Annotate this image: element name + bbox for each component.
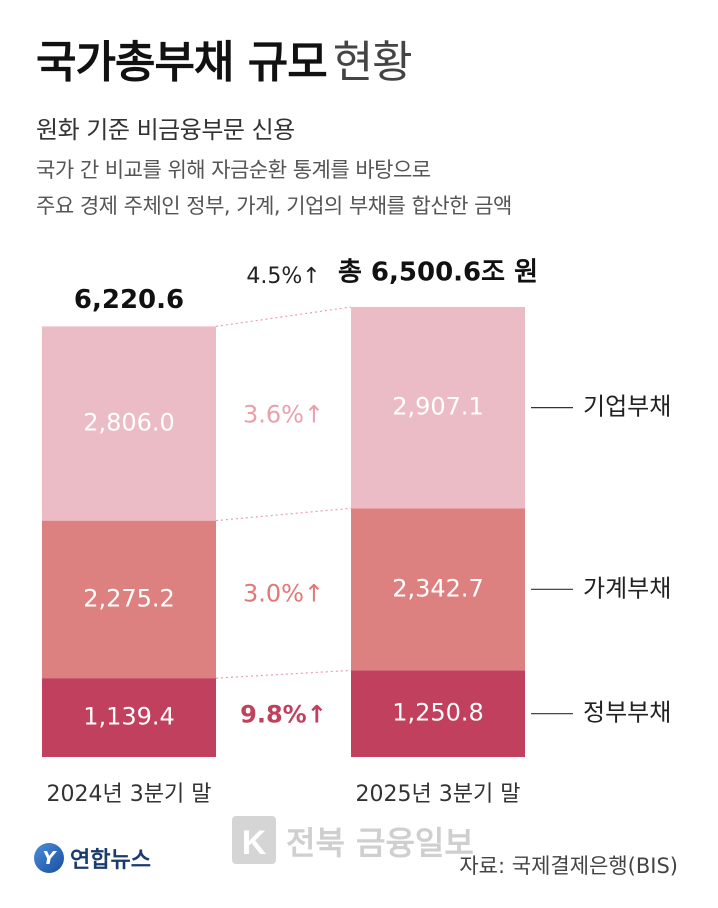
- yonhap-logo-icon: Y: [34, 843, 64, 873]
- svg-text:K: K: [242, 824, 267, 862]
- connector-line-2: [215, 306, 352, 327]
- yonhap-logo: Y 연합뉴스: [34, 842, 151, 874]
- chart-subtitle: 원화 기준 비금융부문 신용: [36, 116, 295, 144]
- chart-description: 국가 간 비교를 위해 자금순환 통계를 바탕으로 주요 경제 주체인 정부, …: [36, 152, 512, 224]
- total-label-1: 총 6,500.6조 원: [338, 258, 538, 288]
- total-change-label: 4.5%↑: [246, 264, 320, 289]
- source-note: 자료: 국제결제은행(BIS): [459, 854, 678, 878]
- change-label-1: 3.0%↑: [243, 579, 324, 607]
- bar-label-0-2: 2,806.0: [83, 409, 175, 437]
- chart-title: 국가총부채 규모 현황: [36, 26, 413, 90]
- legend-label-0: 정부부채: [583, 699, 671, 727]
- category-label-1: 2025년 3분기 말: [356, 782, 521, 807]
- bar-label-1-1: 2,342.7: [392, 574, 484, 602]
- bar-label-1-2: 2,907.1: [392, 393, 484, 421]
- change-label-2: 3.6%↑: [243, 401, 324, 429]
- connector-line-1: [215, 507, 352, 522]
- bar-1-가계부채: [351, 508, 525, 671]
- bar-0-기업부채: [42, 326, 216, 521]
- watermark-text: 전북 금융일보: [286, 824, 474, 862]
- bar-label-0-1: 2,275.2: [83, 584, 175, 612]
- legend-label-1: 가계부채: [583, 574, 671, 602]
- title-light: 현황: [332, 37, 413, 88]
- bar-1-정부부채: [351, 670, 525, 757]
- change-label-0: 9.8%↑: [240, 701, 327, 729]
- bar-0-가계부채: [42, 520, 216, 679]
- connector-line-0: [215, 669, 352, 679]
- total-label-0: 6,220.6: [74, 285, 184, 315]
- title-bold: 국가총부채 규모: [36, 37, 328, 88]
- logo-text: 연합뉴스: [70, 848, 151, 873]
- watermark: K 전북 금융일보: [232, 810, 502, 870]
- desc-line-1: 국가 간 비교를 위해 자금순환 통계를 바탕으로: [36, 158, 431, 182]
- bar-label-1-0: 1,250.8: [392, 699, 484, 727]
- bar-0-정부부채: [42, 678, 216, 757]
- category-label-0: 2024년 3분기 말: [47, 782, 212, 807]
- bar-1-기업부채: [351, 307, 525, 509]
- desc-line-2: 주요 경제 주체인 정부, 가계, 기업의 부채를 합산한 금액: [36, 194, 512, 218]
- legend-label-2: 기업부채: [583, 393, 671, 421]
- bar-label-0-0: 1,139.4: [83, 703, 175, 731]
